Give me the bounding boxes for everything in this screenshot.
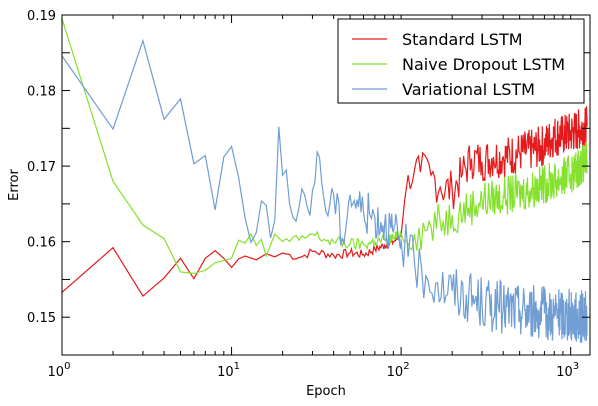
series-line-variational-lstm bbox=[62, 38, 588, 343]
series-layer bbox=[62, 18, 588, 343]
plot-frame bbox=[61, 14, 591, 356]
x-axis-label: Epoch bbox=[306, 384, 346, 399]
legend-label-standard-lstm: Standard LSTM bbox=[402, 30, 523, 49]
y-tick-label: 0.16 bbox=[27, 236, 56, 251]
x-tick-label: 103 bbox=[556, 361, 579, 380]
x-tick-label: 102 bbox=[387, 361, 410, 380]
x-tick-label: 101 bbox=[217, 361, 240, 380]
y-tick-label: 0.17 bbox=[27, 160, 56, 175]
x-tick-label: 100 bbox=[48, 361, 71, 380]
series-line-standard-lstm bbox=[62, 106, 588, 298]
y-axis-label: Error bbox=[7, 169, 22, 201]
legend-label-naive-dropout-lstm: Naive Dropout LSTM bbox=[402, 55, 565, 74]
y-tick-label: 0.18 bbox=[27, 85, 56, 100]
legend-label-variational-lstm: Variational LSTM bbox=[402, 80, 535, 99]
y-tick-label: 0.19 bbox=[27, 9, 56, 24]
y-tick-label: 0.15 bbox=[27, 311, 56, 326]
legend: Standard LSTM Naive Dropout LSTM Variation… bbox=[337, 18, 585, 104]
series-line-naive-dropout-lstm bbox=[62, 18, 588, 275]
